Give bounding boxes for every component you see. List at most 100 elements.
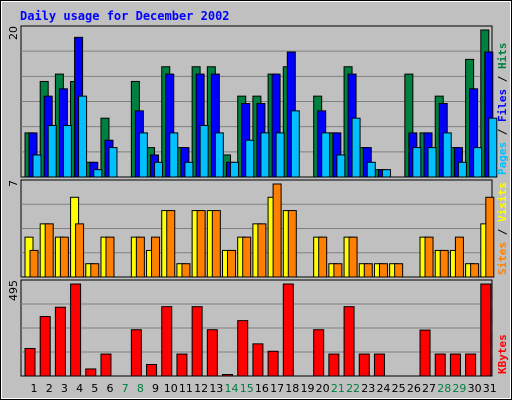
bar-sites-day-17 — [272, 183, 282, 278]
x-tick-label-day-7: 7 — [122, 382, 129, 395]
bar-pages-day-8 — [138, 132, 148, 178]
bar-pages-day-23 — [366, 161, 376, 178]
x-tick-label-day-8: 8 — [137, 382, 144, 395]
bar-sites-day-12 — [196, 210, 206, 278]
bar-kbytes-day-13 — [206, 329, 218, 377]
x-tick-label-day-11: 11 — [179, 382, 193, 395]
x-tick-label-day-16: 16 — [255, 382, 269, 395]
legend-visits: Sites / Visits — [496, 182, 509, 275]
x-tick-label-day-15: 15 — [240, 382, 254, 395]
x-tick-label-day-27: 27 — [422, 382, 436, 395]
bar-sites-day-4 — [75, 223, 85, 278]
x-tick-label-day-18: 18 — [285, 382, 299, 395]
bar-kbytes-day-17 — [267, 350, 279, 377]
bar-sites-day-25 — [394, 263, 404, 278]
bar-pages-day-16 — [260, 132, 270, 178]
bar-sites-day-27 — [424, 236, 434, 278]
bar-sites-day-15 — [242, 236, 252, 278]
bar-kbytes-day-6 — [100, 353, 112, 377]
legend-hits: Pages / Files / Hits — [496, 43, 509, 176]
legend-part: / — [496, 69, 509, 89]
x-tick-label-day-9: 9 — [152, 382, 159, 395]
y-max-label-visits: 7 — [7, 180, 20, 187]
x-tick-label-day-22: 22 — [346, 382, 360, 395]
bar-pages-day-2 — [47, 125, 57, 178]
bar-sites-day-28 — [439, 249, 449, 278]
bar-kbytes-day-3 — [54, 306, 66, 377]
bar-kbytes-day-21 — [328, 353, 340, 377]
x-tick-label-day-21: 21 — [331, 382, 345, 395]
legend-part: / — [496, 222, 509, 242]
bar-pages-day-5 — [93, 169, 103, 178]
bar-kbytes-day-4 — [70, 283, 82, 377]
bar-pages-day-13 — [214, 132, 224, 178]
bar-sites-day-13 — [211, 210, 221, 278]
bar-pages-day-22 — [351, 117, 361, 178]
bar-sites-day-22 — [348, 236, 358, 278]
bar-pages-day-24 — [381, 169, 391, 178]
x-tick-label-day-19: 19 — [300, 382, 314, 395]
legend-part: KBytes — [496, 334, 509, 374]
bar-pages-day-18 — [290, 110, 300, 178]
bar-kbytes-day-5 — [85, 368, 97, 377]
bar-kbytes-day-29 — [449, 353, 461, 377]
x-tick-label-day-14: 14 — [225, 382, 239, 395]
bar-sites-day-24 — [378, 263, 388, 278]
x-tick-label-day-2: 2 — [46, 382, 53, 395]
x-tick-label-day-12: 12 — [194, 382, 208, 395]
bar-sites-day-6 — [105, 236, 115, 278]
y-max-label-hits: 20 — [7, 26, 20, 40]
bar-kbytes-day-20 — [313, 329, 325, 377]
x-tick-label-day-6: 6 — [106, 382, 113, 395]
bar-kbytes-day-15 — [237, 320, 249, 377]
x-tick-label-day-26: 26 — [407, 382, 421, 395]
x-tick-label-day-23: 23 — [361, 382, 375, 395]
bar-kbytes-day-24 — [373, 353, 385, 377]
bar-pages-day-9 — [154, 161, 164, 178]
x-tick-label-day-20: 20 — [316, 382, 330, 395]
bar-kbytes-day-2 — [39, 316, 51, 377]
x-axis-day-labels: 1 2 3 4 5 6 7 8 9 10 11 12 13 14 15 16 17 18 19 20 21 22 23 24 2… — [31, 382, 497, 395]
legend-part: Visits — [496, 182, 509, 222]
bar-pages-day-14 — [230, 161, 240, 178]
bar-pages-day-6 — [108, 147, 118, 178]
bar-kbytes-day-30 — [465, 353, 477, 377]
bar-kbytes-day-18 — [282, 283, 294, 377]
bar-kbytes-day-8 — [130, 329, 142, 377]
chart-title: Daily usage for December 2002 — [20, 9, 230, 23]
bar-sites-day-16 — [257, 223, 267, 278]
bar-pages-day-20 — [321, 132, 331, 178]
bar-kbytes-day-11 — [176, 353, 188, 377]
bar-sites-day-18 — [287, 210, 297, 278]
bar-sites-day-20 — [318, 236, 328, 278]
legend-part: Sites — [496, 242, 509, 275]
legend-part: Files — [496, 89, 509, 122]
bar-pages-day-1 — [32, 154, 42, 178]
panel-kbytes: 495 KBytes — [7, 279, 509, 377]
bar-pages-day-12 — [199, 125, 209, 178]
bar-kbytes-day-9 — [146, 363, 158, 377]
legend-kbytes: KBytes — [496, 334, 509, 374]
x-tick-label-day-5: 5 — [91, 382, 98, 395]
bar-pages-day-10 — [169, 132, 179, 178]
x-tick-label-day-30: 30 — [468, 382, 482, 395]
bar-kbytes-day-27 — [419, 329, 431, 377]
bar-sites-day-3 — [59, 236, 69, 278]
bar-sites-day-2 — [44, 223, 54, 278]
panel-visits: 7 Sites / Visits — [7, 179, 509, 278]
x-tick-label-day-28: 28 — [437, 382, 451, 395]
bar-sites-day-11 — [181, 263, 191, 278]
bar-kbytes-day-28 — [434, 353, 446, 377]
bar-kbytes-day-16 — [252, 343, 264, 377]
bar-sites-day-1 — [29, 249, 39, 278]
bar-kbytes-day-22 — [343, 306, 355, 377]
x-tick-label-day-25: 25 — [392, 382, 406, 395]
legend-part: Pages — [496, 142, 509, 175]
bar-pages-day-21 — [336, 154, 346, 178]
x-tick-label-day-10: 10 — [164, 382, 178, 395]
x-tick-label-day-4: 4 — [76, 382, 83, 395]
bar-pages-day-31 — [488, 117, 498, 178]
x-tick-label-day-3: 3 — [61, 382, 68, 395]
legend-part: Hits — [496, 43, 509, 70]
